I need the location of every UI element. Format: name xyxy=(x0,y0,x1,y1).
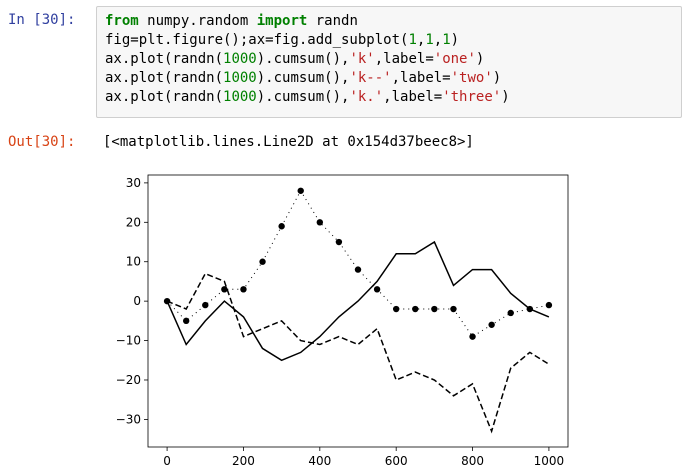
plot-frame xyxy=(147,174,569,448)
code-token: 'two' xyxy=(450,70,493,86)
code-token: 'k' xyxy=(349,51,375,67)
series-point xyxy=(240,286,247,293)
series-point xyxy=(354,266,362,273)
code-token: 'k--' xyxy=(349,70,392,86)
code-token: ax.plot(randn( xyxy=(105,51,224,67)
code-line: ax.plot(randn(1000).cumsum(),'k--',label… xyxy=(105,69,681,88)
code-token: 'one' xyxy=(433,51,476,67)
y-tick-label: −20 xyxy=(116,373,141,387)
code-token: ,label= xyxy=(383,89,443,105)
code-token: ) xyxy=(492,70,502,86)
code-token: numpy.random xyxy=(138,13,257,29)
x-tick-label: 1000 xyxy=(534,454,565,468)
series-point xyxy=(412,305,419,313)
code-line: ax.plot(randn(1000).cumsum(),'k.',label=… xyxy=(105,88,681,107)
code-token: ax.plot(randn( xyxy=(105,70,224,86)
series-point xyxy=(507,309,514,317)
code-cell[interactable]: from numpy.random import randn fig=plt.fi… xyxy=(96,6,682,118)
series-line-dotted xyxy=(166,189,550,338)
code-token: 'three' xyxy=(442,89,502,105)
code-token: ).cumsum(), xyxy=(256,89,350,105)
code-token: 'k.' xyxy=(349,89,384,105)
x-tick-label: 800 xyxy=(461,454,484,468)
x-tick-label: 600 xyxy=(385,454,408,468)
series-point xyxy=(335,238,343,246)
output-prompt: Out[30]: xyxy=(8,134,76,150)
code-token: ).cumsum(), xyxy=(256,51,350,67)
code-token: 1000 xyxy=(223,89,257,105)
code-line: from numpy.random import randn xyxy=(105,12,681,31)
series-line-dashed xyxy=(166,272,550,434)
code-token: import xyxy=(256,13,308,29)
y-tick-label: 20 xyxy=(126,215,141,229)
code-line: fig=plt.figure();ax=fig.add_subplot(1,1,… xyxy=(105,31,681,50)
code-token: 1000 xyxy=(223,70,257,86)
series-point xyxy=(545,301,553,309)
code-token: , xyxy=(416,32,426,48)
code-token: ) xyxy=(501,89,510,105)
plot-figure: 30 20 10 0 −10 −20 −30 0 200 400 600 800 1000 xyxy=(100,168,580,476)
code-token: from xyxy=(105,13,139,29)
y-tick-label: 10 xyxy=(126,255,141,269)
output-text: [<matplotlib.lines.Line2D at 0x154d37bee… xyxy=(103,134,474,150)
series-line-solid xyxy=(166,240,550,362)
code-token: 1 xyxy=(442,32,451,48)
code-token: ) xyxy=(450,32,460,48)
line-chart: 30 20 10 0 −10 −20 −30 0 200 400 600 800 1000 xyxy=(116,174,569,468)
series-point xyxy=(259,258,266,265)
code-line: ax.plot(randn(1000).cumsum(),'k',label='… xyxy=(105,50,681,69)
x-tick-label: 200 xyxy=(232,454,255,468)
code-token: fig=plt.figure();ax=fig.add_subplot( xyxy=(105,32,409,48)
series-point xyxy=(488,321,495,328)
series-point xyxy=(469,333,476,340)
series-point xyxy=(316,219,324,226)
series-point xyxy=(526,305,534,313)
code-token: 1 xyxy=(425,32,434,48)
code-token: ).cumsum(), xyxy=(256,70,350,86)
code-token: ) xyxy=(475,51,485,67)
series-point xyxy=(221,286,228,293)
y-tick-label: 0 xyxy=(133,294,141,308)
code-token: randn xyxy=(307,13,358,29)
y-tick-label: −10 xyxy=(116,334,141,348)
code-token: 1 xyxy=(408,32,417,48)
code-token: ,label= xyxy=(374,51,434,67)
input-prompt: In [30]: xyxy=(8,12,76,28)
code-token: 1000 xyxy=(223,51,257,67)
code-token: ,label= xyxy=(391,70,451,86)
y-tick-label: 30 xyxy=(126,176,141,190)
series-point xyxy=(431,305,438,313)
x-tick-label: 0 xyxy=(163,454,171,468)
series-point xyxy=(278,223,285,230)
y-tick-label: −30 xyxy=(116,412,141,426)
code-token: ax.plot(randn( xyxy=(105,89,224,105)
code-token: , xyxy=(433,32,443,48)
x-tick-label: 400 xyxy=(308,454,331,468)
